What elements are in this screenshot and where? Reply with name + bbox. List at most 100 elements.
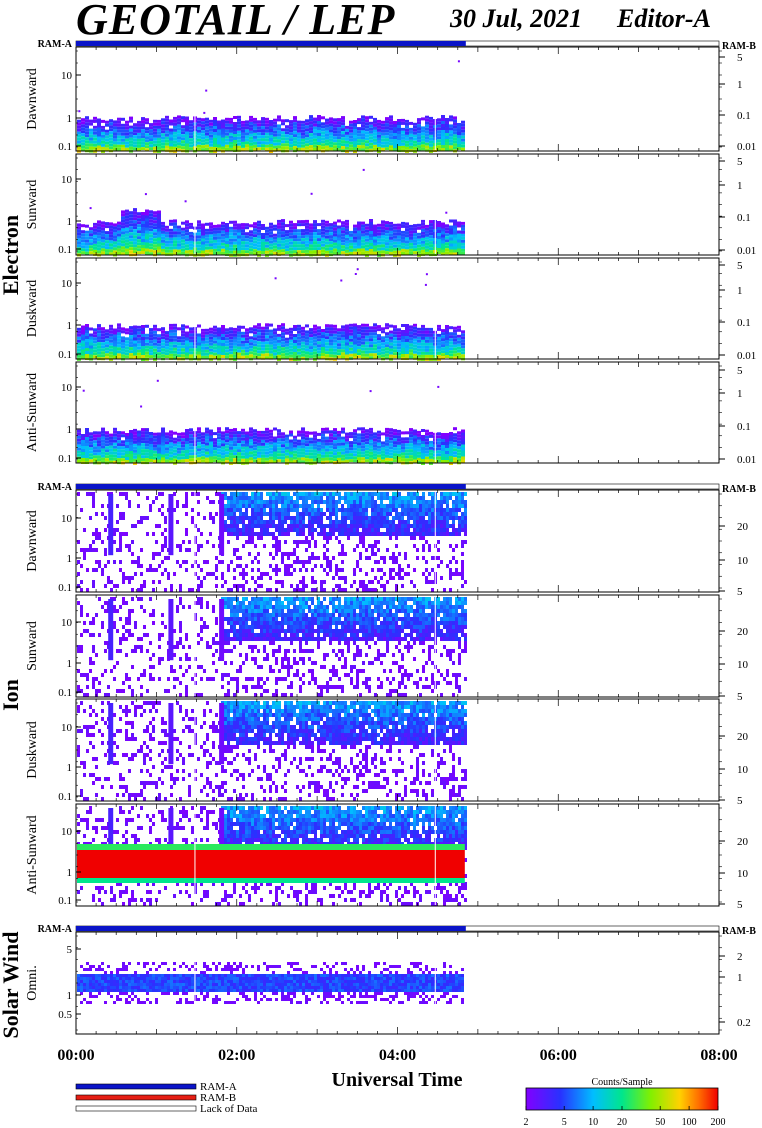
electron-heatmap-1 xyxy=(77,168,465,257)
right-tick-label: 0.1 xyxy=(737,212,751,224)
left-tick-label: 1 xyxy=(67,990,73,1002)
left-tick-label: 1 xyxy=(67,658,73,670)
panel-label-0-3: Anti-Sunward xyxy=(25,373,40,452)
right-tick-label: 5 xyxy=(737,691,743,703)
ram-b-label-0: RAM-B xyxy=(722,41,756,52)
left-tick-label: 5 xyxy=(67,944,73,956)
time-tick-label: 02:00 xyxy=(218,1047,255,1064)
legend-swatch-1 xyxy=(75,1094,197,1101)
right-tick-label: 5 xyxy=(737,52,743,64)
left-tick-label: 0.1 xyxy=(58,582,72,594)
right-tick-label: 5 xyxy=(737,899,743,911)
legend-label-2: Lack of Data xyxy=(200,1103,258,1115)
panel-label-0-1: Sunward xyxy=(25,180,40,230)
left-tick-label: 1 xyxy=(67,762,73,774)
legend-label-0: RAM-A xyxy=(200,1081,237,1093)
right-tick-label: 0.1 xyxy=(737,421,751,433)
time-tick-label: 04:00 xyxy=(379,1047,416,1064)
heatmap-layer xyxy=(77,60,467,1004)
time-tick-label: 00:00 xyxy=(57,1047,94,1064)
left-tick-label: 10 xyxy=(61,70,73,82)
left-tick-label: 10 xyxy=(61,826,73,838)
ram-bar-fill-0 xyxy=(76,41,466,46)
ion-heatmap-0 xyxy=(77,492,467,592)
colorbar-tick-label: 200 xyxy=(711,1117,726,1128)
ram-bar-fill-1 xyxy=(76,484,466,489)
right-tick-label: 20 xyxy=(737,626,749,638)
panel-label-0-2: Duskward xyxy=(25,280,40,338)
frames-layer xyxy=(75,40,725,1111)
left-tick-label: 10 xyxy=(61,382,73,394)
left-tick-label: 0.5 xyxy=(58,1009,72,1021)
panel-label-1-1: Sunward xyxy=(25,621,40,671)
right-tick-label: 5 xyxy=(737,260,743,272)
date-label: 30 Jul, 2021 xyxy=(450,4,583,33)
time-tick-label: 06:00 xyxy=(540,1047,577,1064)
left-tick-label: 1 xyxy=(67,424,73,436)
right-tick-label: 1 xyxy=(737,285,743,297)
right-tick-label: 10 xyxy=(737,555,749,567)
electron-heatmap-0 xyxy=(77,60,465,153)
ram-b-label-1: RAM-B xyxy=(722,484,756,495)
panel-label-1-0: Dawnward xyxy=(25,510,40,571)
right-tick-label: 1 xyxy=(737,972,743,984)
solar-wind-heatmap xyxy=(77,962,464,1004)
group-label-1: Ion xyxy=(0,679,23,711)
panel-label-1-3: Anti-Sunward xyxy=(25,815,40,894)
right-tick-label: 2 xyxy=(737,951,743,963)
right-tick-label: 10 xyxy=(737,764,749,776)
right-tick-label: 1 xyxy=(737,79,743,91)
left-tick-label: 10 xyxy=(61,722,73,734)
left-tick-label: 10 xyxy=(61,617,73,629)
right-tick-label: 20 xyxy=(737,731,749,743)
ram-bar-fill-2 xyxy=(76,926,466,931)
group-label-2: Solar Wind xyxy=(0,931,23,1038)
right-tick-label: 0.01 xyxy=(737,141,756,153)
left-tick-label: 10 xyxy=(61,278,73,290)
right-tick-label: 0.2 xyxy=(737,1017,751,1029)
colorbar-tick-label: 5 xyxy=(562,1117,567,1128)
right-tick-label: 0.01 xyxy=(737,350,756,362)
right-tick-label: 5 xyxy=(737,586,743,598)
colorbar-tick-label: 10 xyxy=(588,1117,598,1128)
left-tick-label: 0.1 xyxy=(58,453,72,465)
right-tick-label: 5 xyxy=(737,156,743,168)
ion-heatmap-1 xyxy=(77,597,467,697)
page-title: GEOTAIL / LEP xyxy=(76,0,396,44)
x-axis-label: Universal Time xyxy=(332,1069,463,1091)
right-tick-label: 0.1 xyxy=(737,317,751,329)
left-tick-label: 10 xyxy=(61,513,73,525)
right-tick-label: 0.1 xyxy=(737,110,751,122)
left-tick-label: 10 xyxy=(61,174,73,186)
colorbar-tick-label: 2 xyxy=(524,1117,529,1128)
electron-heatmap-3 xyxy=(77,379,465,465)
colorbar-tick-label: 20 xyxy=(617,1117,627,1128)
ram-a-label-1: RAM-A xyxy=(38,482,73,493)
right-tick-label: 20 xyxy=(737,836,749,848)
left-tick-label: 1 xyxy=(67,113,73,125)
panel-label-0-0: Dawnward xyxy=(25,68,40,129)
time-tick-label: 08:00 xyxy=(700,1047,737,1064)
colorbar-tick-label: 100 xyxy=(682,1117,697,1128)
ion-heatmap-2 xyxy=(77,701,467,801)
right-tick-label: 10 xyxy=(737,868,749,880)
ram-b-label-2: RAM-B xyxy=(722,926,756,937)
group-label-0: Electron xyxy=(0,215,23,295)
left-tick-label: 1 xyxy=(67,867,73,879)
right-tick-label: 20 xyxy=(737,521,749,533)
panel-label-1-2: Duskward xyxy=(25,721,40,779)
left-tick-label: 0.1 xyxy=(58,349,72,361)
right-tick-label: 0.01 xyxy=(737,454,756,466)
left-tick-label: 0.1 xyxy=(58,141,72,153)
ram-a-label-2: RAM-A xyxy=(38,924,73,935)
left-tick-label: 0.1 xyxy=(58,895,72,907)
left-tick-label: 0.1 xyxy=(58,244,72,256)
left-tick-label: 1 xyxy=(67,320,73,332)
legend-swatch-0 xyxy=(75,1083,197,1090)
left-tick-label: 0.1 xyxy=(58,791,72,803)
labels-layer: RAM-A RAM-B Electron Dawnward 10 1 0.1 5 1 0.1 0.0… xyxy=(0,39,756,1128)
colorbar-title: Counts/Sample xyxy=(591,1077,653,1088)
ion-heatmap-3 xyxy=(77,806,467,906)
ram-a-label-0: RAM-A xyxy=(38,39,73,50)
